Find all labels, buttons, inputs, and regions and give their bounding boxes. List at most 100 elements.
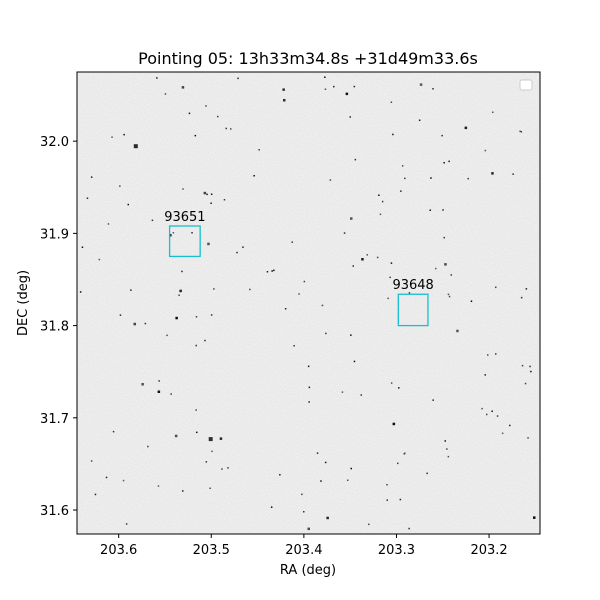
star-point — [157, 390, 161, 393]
star-point — [448, 160, 450, 163]
star-point — [204, 339, 206, 342]
star-point — [90, 460, 93, 462]
star-point — [209, 487, 211, 489]
y-tick-label: 31.8 — [40, 320, 69, 335]
star-point — [447, 293, 450, 296]
star-point — [133, 144, 138, 149]
star-point — [195, 316, 198, 318]
star-point — [133, 322, 136, 326]
star-point — [205, 105, 207, 107]
star-point — [207, 242, 210, 246]
star-point — [481, 407, 483, 410]
star-point — [279, 474, 281, 476]
star-point — [520, 296, 523, 299]
star-point — [194, 134, 197, 137]
star-point — [270, 506, 273, 508]
star-point — [325, 332, 327, 335]
star-point — [386, 499, 388, 501]
star-point — [390, 382, 393, 384]
star-point — [249, 288, 251, 291]
star-point — [308, 386, 311, 389]
star-point — [432, 88, 434, 90]
x-axis-label: RA (deg) — [280, 563, 336, 578]
target-box — [168, 225, 201, 258]
star-field — [79, 76, 536, 531]
star-point — [530, 370, 532, 373]
star-point — [386, 484, 388, 486]
star-point — [378, 194, 380, 196]
star-point — [376, 256, 379, 259]
star-point — [210, 193, 213, 195]
star-point — [509, 424, 511, 427]
star-point — [303, 280, 306, 283]
legend-box — [519, 79, 533, 91]
star-point — [221, 468, 223, 470]
star-point — [387, 297, 389, 300]
star-point — [105, 476, 108, 479]
star-point — [213, 288, 215, 290]
y-tick-label: 31.6 — [40, 504, 69, 519]
star-point — [360, 394, 362, 396]
star-point — [127, 203, 129, 206]
star-point — [426, 472, 428, 475]
star-point — [147, 445, 149, 448]
star-point — [242, 246, 244, 248]
star-point — [397, 462, 399, 465]
star-point — [301, 493, 303, 496]
star-point — [404, 177, 406, 180]
star-point — [341, 391, 344, 393]
star-point — [524, 382, 527, 385]
star-point — [112, 430, 115, 433]
star-point — [125, 523, 128, 525]
star-point — [324, 461, 327, 464]
target-label: 93648 — [392, 278, 433, 293]
star-point — [170, 393, 172, 395]
star-point — [525, 288, 528, 290]
star-point — [354, 158, 357, 161]
star-point — [448, 295, 451, 298]
star-point — [392, 422, 396, 426]
star-point — [166, 334, 168, 337]
star-point — [333, 85, 335, 88]
x-tick-label: 203.3 — [378, 543, 415, 558]
star-point — [399, 498, 402, 501]
chart-title: Pointing 05: 13h33m34.8s +31d49m33.6s — [138, 49, 478, 68]
star-point — [271, 270, 273, 272]
star-point — [208, 437, 213, 442]
star-point — [324, 76, 326, 78]
star-point — [225, 127, 227, 130]
star-point — [496, 415, 499, 417]
star-point — [491, 172, 494, 175]
star-point — [283, 99, 286, 102]
star-point — [390, 101, 393, 103]
star-point — [444, 440, 446, 442]
star-point — [172, 232, 175, 234]
star-point — [350, 217, 353, 220]
star-point — [352, 265, 354, 267]
target-boxes: 93651 93648 — [164, 210, 434, 327]
star-point — [366, 254, 368, 256]
y-tick-label: 31.7 — [40, 412, 69, 427]
star-point — [444, 263, 447, 266]
star-point — [191, 232, 193, 234]
star-point — [182, 188, 184, 190]
star-point — [435, 267, 437, 270]
star-point — [408, 527, 410, 530]
star-point — [446, 448, 448, 450]
target-box — [397, 293, 429, 327]
star-point — [181, 270, 183, 273]
x-axis: 203.6 203.5 203.4 203.3 203.2 — [100, 534, 508, 558]
star-point — [447, 455, 450, 458]
star-point — [521, 364, 524, 367]
star-point — [196, 431, 198, 434]
x-tick-label: 203.2 — [470, 543, 507, 558]
star-point — [379, 213, 382, 216]
y-tick-label: 32.0 — [40, 135, 69, 150]
star-point — [164, 93, 167, 95]
star-point — [495, 286, 497, 289]
y-axis: 31.6 31.7 31.8 31.9 32.0 — [40, 135, 77, 519]
star-point — [381, 200, 384, 203]
star-point — [487, 354, 489, 356]
star-point — [347, 479, 349, 481]
